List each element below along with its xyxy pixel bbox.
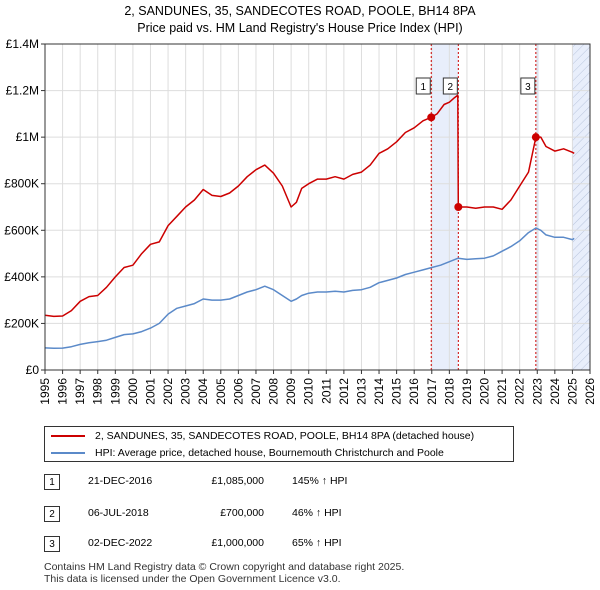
x-tick-label: 2021: [495, 378, 509, 405]
y-tick-label: £400K: [4, 270, 39, 284]
legend-item-property: 2, SANDUNES, 35, SANDECOTES ROAD, POOLE,…: [51, 428, 474, 444]
transaction-price: £1,000,000: [211, 537, 264, 549]
x-tick-label: 2025: [565, 378, 579, 405]
x-tick-label: 2004: [196, 378, 210, 405]
x-tick-label: 2014: [372, 378, 386, 405]
x-tick-label: 2017: [425, 378, 439, 405]
legend-swatch-hpi: [51, 452, 85, 455]
sale-point: [454, 203, 463, 211]
transaction-hpi: 145% ↑ HPI: [292, 475, 348, 487]
marker-box: [442, 77, 458, 95]
footer-licence: This data is licensed under the Open Gov…: [44, 573, 341, 585]
x-tick-label: 2005: [214, 378, 228, 405]
footer-copyright: Contains HM Land Registry data © Crown c…: [44, 561, 405, 573]
x-tick-label: 2010: [302, 378, 316, 405]
x-tick-label: 2024: [548, 378, 562, 405]
y-tick-label: £200K: [4, 316, 39, 330]
x-tick-label: 2002: [161, 378, 175, 405]
x-tick-label: 2011: [319, 378, 333, 404]
x-tick-label: 2006: [231, 378, 245, 405]
x-tick-label: 1998: [91, 378, 105, 405]
transaction-date: 02-DEC-2022: [88, 537, 153, 549]
y-tick-label: £0: [26, 363, 40, 377]
x-tick-label: 1995: [38, 378, 52, 405]
x-tick-label: 2019: [460, 378, 474, 405]
x-tick-label: 1997: [73, 378, 87, 405]
marker-label: 1: [420, 82, 426, 93]
transaction-price: £700,000: [220, 507, 264, 519]
x-tick-label: 1996: [56, 378, 70, 405]
shaded-band: [572, 44, 590, 370]
x-tick-label: 2018: [442, 378, 456, 405]
x-tick-label: 1999: [108, 378, 122, 405]
x-tick-label: 2008: [267, 378, 281, 405]
legend: 2, SANDUNES, 35, SANDECOTES ROAD, POOLE,…: [44, 426, 514, 462]
x-tick-label: 2009: [284, 378, 298, 405]
x-tick-label: 2012: [337, 378, 351, 405]
transaction-date: 06-JUL-2018: [88, 507, 149, 519]
y-tick-label: £1M: [16, 130, 39, 144]
x-tick-label: 2007: [249, 378, 263, 405]
x-tick-label: 2026: [583, 378, 597, 405]
transaction-hpi: 46% ↑ HPI: [292, 507, 342, 519]
plot-frame: [44, 43, 591, 371]
chart-title: 2, SANDUNES, 35, SANDECOTES ROAD, POOLE,…: [0, 3, 600, 37]
x-tick-label: 2016: [407, 378, 421, 405]
transaction-row: 2 06-JUL-2018 £700,000 46% ↑ HPI: [44, 506, 464, 526]
sale-point: [531, 133, 540, 142]
chart-title-line1: 2, SANDUNES, 35, SANDECOTES ROAD, POOLE,…: [124, 4, 476, 18]
legend-item-hpi: HPI: Average price, detached house, Bour…: [51, 445, 444, 461]
marker-label: 3: [525, 82, 531, 93]
series: [44, 94, 575, 350]
footer: Contains HM Land Registry data © Crown c…: [44, 561, 404, 585]
marker-box: [415, 77, 431, 95]
transaction-number: 2: [44, 506, 60, 522]
legend-label-property: 2, SANDUNES, 35, SANDECOTES ROAD, POOLE,…: [95, 430, 475, 442]
y-tick-label: £800K: [4, 177, 39, 191]
marker-box: [520, 77, 536, 95]
y-tick-label: £1.4M: [6, 37, 39, 51]
x-tick-label: 2000: [126, 378, 140, 405]
y-tick-label: £1.2M: [6, 84, 39, 98]
hpi-series-line: [44, 227, 575, 350]
transaction-row: 3 02-DEC-2022 £1,000,000 65% ↑ HPI: [44, 536, 464, 556]
marker-label: 2: [448, 82, 454, 93]
x-tick-label: 2020: [478, 378, 492, 405]
x-tick-label: 2022: [513, 378, 527, 405]
transaction-date: 21-DEC-2016: [88, 475, 153, 487]
property-series-line: [44, 94, 575, 318]
x-tick-label: 2003: [179, 378, 193, 405]
legend-label-hpi: HPI: Average price, detached house, Bour…: [95, 447, 444, 459]
transaction-number: 3: [44, 536, 60, 552]
x-tick-label: 2001: [143, 378, 157, 405]
x-tick-label: 2013: [354, 378, 368, 405]
chart-title-line2: Price paid vs. HM Land Registry's House …: [137, 21, 463, 35]
y-tick-label: £600K: [4, 223, 39, 237]
y-axis: £0 £200K £400K £600K £800K £1M £1.2M £1.4M: [4, 37, 45, 377]
markers: 1 2 3: [415, 77, 540, 211]
sale-point: [427, 113, 436, 122]
transaction-price: £1,085,000: [211, 475, 264, 487]
x-tick-label: 2023: [530, 378, 544, 405]
transaction-row: 1 21-DEC-2016 £1,085,000 145% ↑ HPI: [44, 474, 464, 494]
grid: [44, 43, 591, 371]
transaction-hpi: 65% ↑ HPI: [292, 537, 342, 549]
x-tick-label: 2015: [390, 378, 404, 405]
transaction-number: 1: [44, 474, 60, 490]
x-axis: 1995 1996 1997 1998 1999 2000 2001 2002 2003 2004…: [38, 370, 597, 405]
legend-swatch-property: [51, 435, 85, 438]
